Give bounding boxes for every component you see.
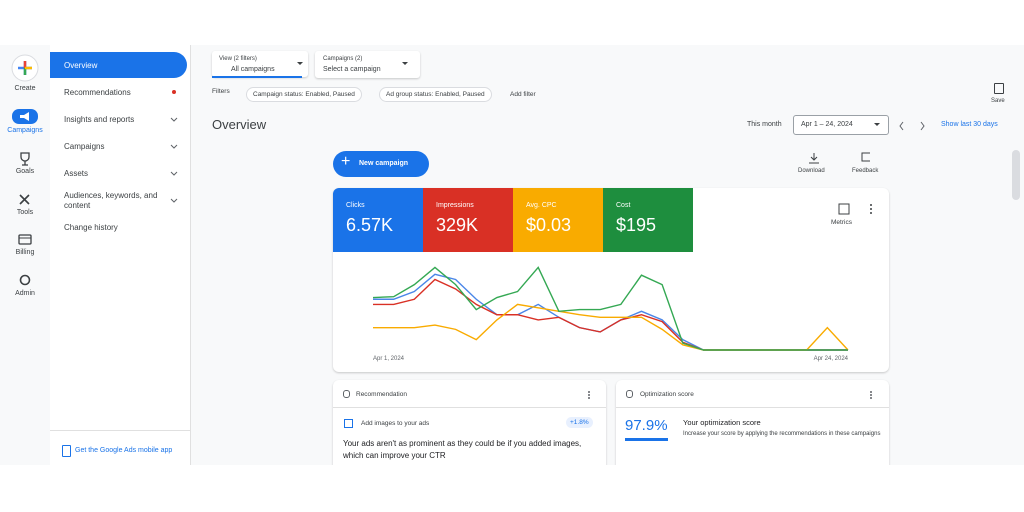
- rec-item: Add images to your ads: [361, 420, 430, 427]
- new-campaign: New campaign: [359, 160, 409, 167]
- nav-item[interactable]: Change history: [64, 223, 118, 232]
- page-title: Overview: [212, 117, 267, 132]
- scorecard-label: Impressions: [436, 202, 474, 209]
- metrics[interactable]: Metrics: [831, 219, 852, 226]
- chevrons: [170, 117, 178, 203]
- score-bar: [625, 438, 668, 441]
- nav-item[interactable]: Overview: [64, 61, 98, 70]
- rail-label[interactable]: Tools: [16, 209, 34, 216]
- scorecard[interactable]: Avg. CPC $0.03: [513, 188, 603, 252]
- nav-panel: [50, 45, 191, 465]
- rail-icons: [11, 54, 39, 286]
- optimization-card: [616, 380, 889, 465]
- nav-item[interactable]: Audiences, keywords, and content: [64, 191, 158, 210]
- series-line: [373, 303, 849, 351]
- series-line: [372, 266, 848, 351]
- campaign-select[interactable]: [315, 51, 420, 78]
- recommendation-card: [333, 380, 606, 465]
- dropdown-arrows: [297, 62, 408, 65]
- bulb-icon: [626, 390, 633, 398]
- series-line: [373, 273, 848, 351]
- divider: [50, 430, 190, 431]
- save[interactable]: Save: [991, 98, 1005, 104]
- rail-label[interactable]: Goals: [15, 168, 35, 175]
- nav-item[interactable]: Assets: [64, 169, 89, 178]
- filter-chip[interactable]: Campaign status: Enabled, Paused: [246, 87, 362, 102]
- view-label: View (2 filters): [219, 56, 257, 62]
- scrollbar: [1012, 150, 1020, 200]
- nav-active: [50, 52, 187, 78]
- divider: [616, 407, 889, 408]
- bulb-icon: [343, 390, 350, 398]
- download[interactable]: Download: [798, 168, 825, 174]
- rec-body: Your ads aren't as prominent as they cou…: [343, 439, 582, 460]
- app-link[interactable]: Get the Google Ads mobile app: [75, 447, 173, 454]
- action-icons: [809, 152, 870, 164]
- date-nav: [874, 121, 925, 131]
- card-title: Recommendation: [356, 391, 407, 398]
- date-select[interactable]: [793, 115, 889, 135]
- nav-item[interactable]: Campaigns: [64, 142, 105, 151]
- underline: [212, 76, 302, 78]
- scorecard-value: 6.57K: [346, 215, 394, 235]
- app: Create Campaigns Goals Tools Billing Adm…: [0, 45, 1024, 465]
- image-icon: [344, 419, 353, 428]
- filter-chip[interactable]: Ad group status: Enabled, Paused: [379, 87, 492, 102]
- period: This month: [747, 121, 782, 128]
- campaigns-value: Select a campaign: [323, 66, 381, 73]
- feedback[interactable]: Feedback: [852, 168, 879, 174]
- scorecard-value: $0.03: [526, 215, 572, 235]
- view-value: All campaigns: [231, 66, 275, 73]
- rail-label[interactable]: Billing: [15, 249, 35, 256]
- score-heading: Your optimization score: [683, 418, 761, 427]
- campaigns-label: Campaigns (2): [323, 56, 363, 62]
- series-line: [373, 278, 848, 351]
- card-title: Optimization score: [640, 391, 694, 398]
- save-icon: [994, 83, 1004, 94]
- nav-item[interactable]: Insights and reports: [64, 115, 135, 124]
- scorecard-label: Avg. CPC: [526, 202, 557, 209]
- filters-label: Filters: [212, 88, 230, 95]
- scorecard-label: Cost: [616, 202, 631, 209]
- scorecard[interactable]: Impressions 329K: [423, 188, 513, 252]
- alert-dot: [172, 90, 176, 94]
- rec-badge: +1.8%: [566, 417, 593, 428]
- scorecard-value: $195: [616, 215, 657, 235]
- kebabs: [588, 391, 872, 399]
- rail-label[interactable]: Create: [14, 85, 36, 92]
- nav-item[interactable]: Recommendations: [64, 88, 131, 97]
- plus-icon: +: [341, 153, 351, 170]
- divider: [333, 407, 606, 408]
- x-tick-label: Apr 1, 2024: [373, 356, 405, 362]
- view-select[interactable]: [212, 51, 308, 77]
- rail-label[interactable]: Campaigns: [7, 127, 43, 134]
- show-last[interactable]: Show last 30 days: [941, 121, 998, 128]
- score-body: Increase your score by applying the reco…: [683, 431, 881, 437]
- metrics-icon: [838, 203, 872, 215]
- phone-icon: [62, 445, 71, 457]
- score: 97.9%: [625, 417, 668, 434]
- add-filter[interactable]: Add filter: [510, 91, 536, 98]
- scorecard-value: 329K: [436, 215, 479, 235]
- scorecard[interactable]: Cost $195: [603, 188, 693, 252]
- scorecard[interactable]: Clicks 6.57K: [333, 188, 423, 252]
- new-campaign-button[interactable]: [333, 151, 429, 177]
- scorecard-label: Clicks: [346, 202, 365, 209]
- line-chart: Apr 1, 2024 Apr 24, 2024: [372, 266, 849, 362]
- rail-label[interactable]: Admin: [15, 290, 35, 297]
- date-range: Apr 1 – 24, 2024: [801, 121, 853, 128]
- x-tick-label: Apr 24, 2024: [814, 356, 849, 362]
